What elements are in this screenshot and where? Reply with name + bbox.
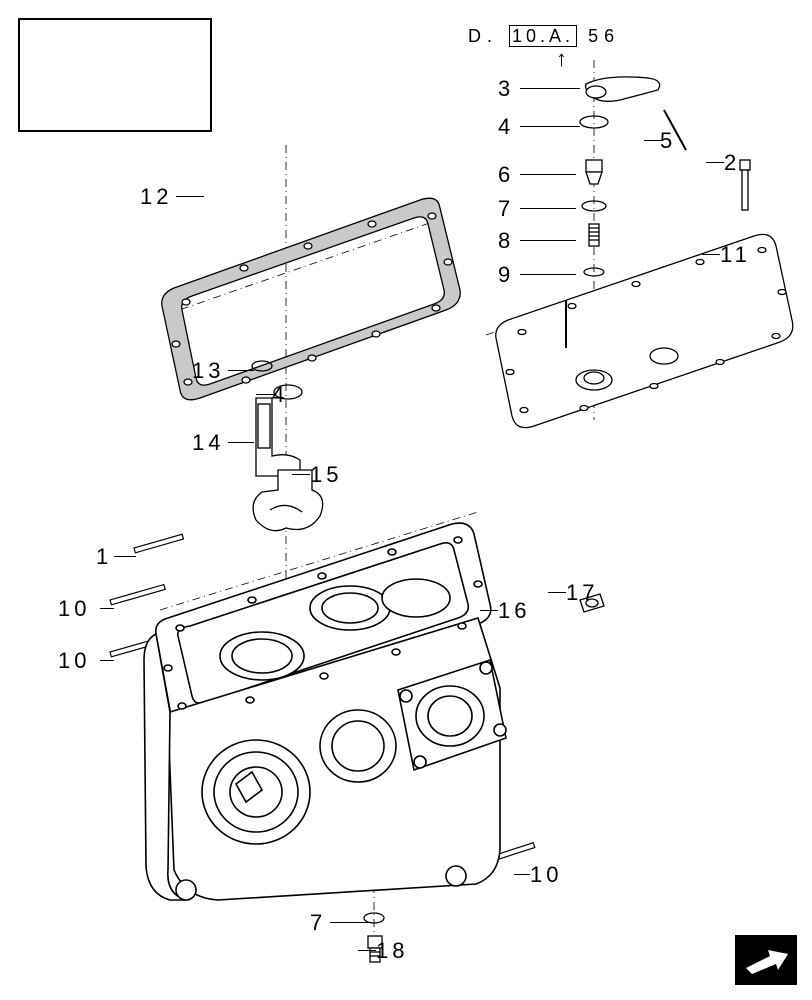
- leader: [480, 610, 498, 611]
- leader: [514, 874, 530, 875]
- leader: [706, 162, 724, 163]
- callout-4b: 4: [272, 382, 288, 408]
- callout-16: 16: [498, 598, 530, 624]
- callout-11: 11: [720, 242, 751, 268]
- leader: [520, 274, 576, 275]
- leader: [644, 140, 662, 141]
- leader: [228, 442, 254, 443]
- leader: [176, 196, 204, 197]
- next-page-icon[interactable]: [735, 935, 797, 985]
- callout-14: 14: [192, 430, 224, 456]
- callout-7b: 7: [310, 910, 326, 936]
- leader: [702, 254, 720, 255]
- callout-2: 2: [724, 150, 740, 176]
- leader: [548, 592, 566, 593]
- callout-15: 15: [310, 462, 342, 488]
- callout-6: 6: [498, 162, 514, 188]
- leader: [520, 208, 576, 209]
- callout-1: 1: [96, 544, 112, 570]
- part-bolt-2: [740, 160, 750, 210]
- leader: [228, 370, 254, 371]
- leader: [114, 556, 136, 557]
- leader: [100, 608, 114, 609]
- callout-17: 17: [566, 580, 598, 606]
- leader: [256, 394, 274, 395]
- callout-8: 8: [498, 228, 514, 254]
- callout-18: 18: [376, 938, 408, 964]
- leader: [520, 240, 576, 241]
- callout-3: 3: [498, 76, 514, 102]
- callout-5: 5: [660, 128, 676, 154]
- callout-10b: 10: [58, 648, 90, 674]
- callout-7a: 7: [498, 196, 514, 222]
- leader: [292, 474, 310, 475]
- leader: [358, 950, 376, 951]
- leader: [520, 174, 576, 175]
- callout-10a: 10: [58, 596, 90, 622]
- leader: [520, 126, 580, 127]
- leader: [520, 88, 580, 89]
- callout-12: 12: [140, 184, 172, 210]
- callout-10c: 10: [530, 862, 562, 888]
- exploded-view-drawing: [0, 0, 812, 1000]
- part-housing: [144, 523, 506, 900]
- leader: [100, 660, 114, 661]
- page-root: D. 10.A. 56 ↑: [0, 0, 812, 1000]
- leader: [330, 922, 372, 923]
- callout-4a: 4: [498, 114, 514, 140]
- callout-13: 13: [192, 358, 224, 384]
- callout-9: 9: [498, 262, 514, 288]
